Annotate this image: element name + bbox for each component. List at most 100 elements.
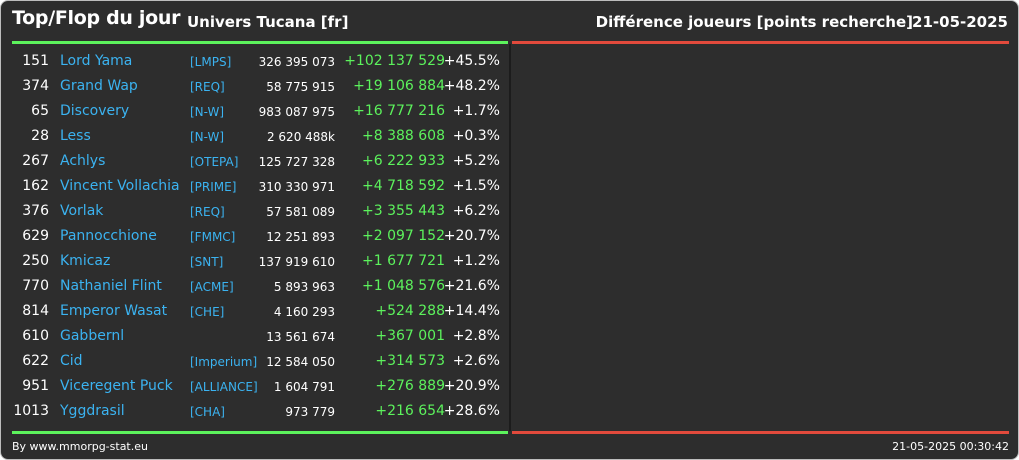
points-difference: +3 355 443 [362,203,445,219]
player-points: 5 893 963 [273,280,335,294]
table-row: 951 Viceregent Puck [ALLIANCE] 1 604 791 +27… [1,373,509,398]
player-rank: 65 [31,103,49,119]
player-points: 2 620 488k [266,130,335,144]
points-difference: +8 388 608 [362,128,445,144]
alliance-tag-link[interactable]: [REQ] [190,205,225,219]
table-row: 770 Nathaniel Flint [ACME] 5 893 963 +1 048 … [1,273,509,298]
player-name-link[interactable]: Discovery [60,103,130,119]
table-row: 65 Discovery [N-W] 983 087 975 +16 777 216 +1… [1,98,509,123]
player-name-link[interactable]: Achlys [60,153,106,169]
percent-change: +5.2% [452,153,500,169]
table-row: 250 Kmicaz [SNT] 137 919 610 +1 677 721 +1.2% [1,248,509,273]
player-points: 973 779 [285,405,335,419]
percent-change: +6.2% [452,203,500,219]
points-difference: +19 106 884 [353,78,445,94]
points-difference: +2 097 152 [362,228,445,244]
alliance-tag-link[interactable]: [REQ] [190,80,225,94]
points-difference: +102 137 529 [344,53,445,69]
player-name-link[interactable]: Kmicaz [60,253,111,269]
player-name-link[interactable]: Lord Yama [60,53,133,69]
ranking-type-title: Différence joueurs [points recherche] [595,13,913,31]
table-row: 151 Lord Yama [LMPS] 326 395 073 +102 137 52… [1,48,509,73]
player-name-link[interactable]: Nathaniel Flint [60,278,162,294]
player-name-link[interactable]: Viceregent Puck [60,378,173,394]
alliance-tag-link[interactable]: [CHA] [190,405,225,419]
percent-change: +45.5% [443,53,500,69]
player-points: 13 561 674 [266,330,335,344]
percent-change: +28.6% [443,403,500,419]
table-row: 1013 Yggdrasil [CHA] 973 779 +216 654 +28.6% [1,398,509,423]
player-rank: 770 [22,278,49,294]
alliance-tag-link[interactable]: [OTEPA] [190,155,239,169]
table-row: 629 Pannocchione [FMMC] 12 251 893 +2 097 15… [1,223,509,248]
alliance-tag-link[interactable]: [Imperium] [190,355,258,369]
alliance-tag-link[interactable]: [ACME] [190,280,234,294]
flop-section-bar [512,41,1009,44]
percent-change: +14.4% [443,303,500,319]
page-title: Top/Flop du jour [12,7,181,29]
player-name-link[interactable]: Gabbernl [60,328,125,344]
player-rank: 374 [22,78,49,94]
player-points: 12 584 050 [266,355,335,369]
alliance-tag-link[interactable]: [N-W] [190,105,225,119]
table-row: 28 Less [N-W] 2 620 488k +8 388 608 +0.3% [1,123,509,148]
table-row: 622 Cid [Imperium] 12 584 050 +314 573 +2.6% [1,348,509,373]
player-name-link[interactable]: Pannocchione [60,228,157,244]
player-rank: 250 [22,253,49,269]
percent-change: +2.8% [452,328,500,344]
percent-change: +21.6% [443,278,500,294]
percent-change: +48.2% [443,78,500,94]
player-rank: 610 [22,328,49,344]
points-difference: +1 677 721 [362,253,445,269]
top-players-list: 151 Lord Yama [LMPS] 326 395 073 +102 137 52… [1,48,509,423]
flop-section-bottom-bar [512,431,1009,434]
player-points: 310 330 971 [258,180,335,194]
player-name-link[interactable]: Cid [60,353,83,369]
alliance-tag-link[interactable]: [N-W] [190,130,225,144]
alliance-tag-link[interactable]: [PRIME] [190,180,237,194]
player-name-link[interactable]: Yggdrasil [60,403,125,419]
player-rank: 629 [22,228,49,244]
alliance-tag-link[interactable]: [FMMC] [190,230,236,244]
points-difference: +16 777 216 [353,103,445,119]
points-difference: +216 654 [375,403,445,419]
points-difference: +314 573 [375,353,445,369]
table-row: 374 Grand Wap [REQ] 58 775 915 +19 106 884 +4… [1,73,509,98]
percent-change: +1.7% [452,103,500,119]
points-difference: +1 048 576 [362,278,445,294]
player-name-link[interactable]: Less [60,128,91,144]
table-row: 610 Gabbernl 13 561 674 +367 001 +2.8% [1,323,509,348]
player-points: 125 727 328 [258,155,335,169]
alliance-tag-link[interactable]: [ALLIANCE] [190,380,258,394]
player-name-link[interactable]: Emperor Wasat [60,303,168,319]
player-name-link[interactable]: Grand Wap [60,78,138,94]
alliance-tag-link[interactable]: [LMPS] [190,55,232,69]
player-points: 58 775 915 [266,80,335,94]
player-points: 326 395 073 [258,55,335,69]
percent-change: +20.9% [443,378,500,394]
percent-change: +20.7% [443,228,500,244]
alliance-tag-link[interactable]: [CHE] [190,305,225,319]
player-points: 57 581 089 [266,205,335,219]
generated-timestamp: 21-05-2025 00:30:42 [892,440,1009,453]
alliance-tag-link[interactable]: [SNT] [190,255,224,269]
player-name-link[interactable]: Vincent Vollachia [60,178,180,194]
credit-link[interactable]: By www.mmorpg-stat.eu [12,440,148,453]
player-rank: 1013 [13,403,49,419]
percent-change: +0.3% [452,128,500,144]
player-points: 12 251 893 [266,230,335,244]
table-row: 376 Vorlak [REQ] 57 581 089 +3 355 443 +6.2% [1,198,509,223]
points-difference: +276 889 [375,378,445,394]
player-rank: 162 [22,178,49,194]
points-difference: +524 288 [375,303,445,319]
percent-change: +1.5% [452,178,500,194]
top-section-bar [12,41,508,44]
player-name-link[interactable]: Vorlak [60,203,104,219]
points-difference: +6 222 933 [362,153,445,169]
table-row: 162 Vincent Vollachia [PRIME] 310 330 971 +4… [1,173,509,198]
player-points: 983 087 975 [258,105,335,119]
header: Top/Flop du jour Univers Tucana [fr] Dif… [1,1,1018,41]
player-rank: 622 [22,353,49,369]
player-points: 4 160 293 [273,305,335,319]
